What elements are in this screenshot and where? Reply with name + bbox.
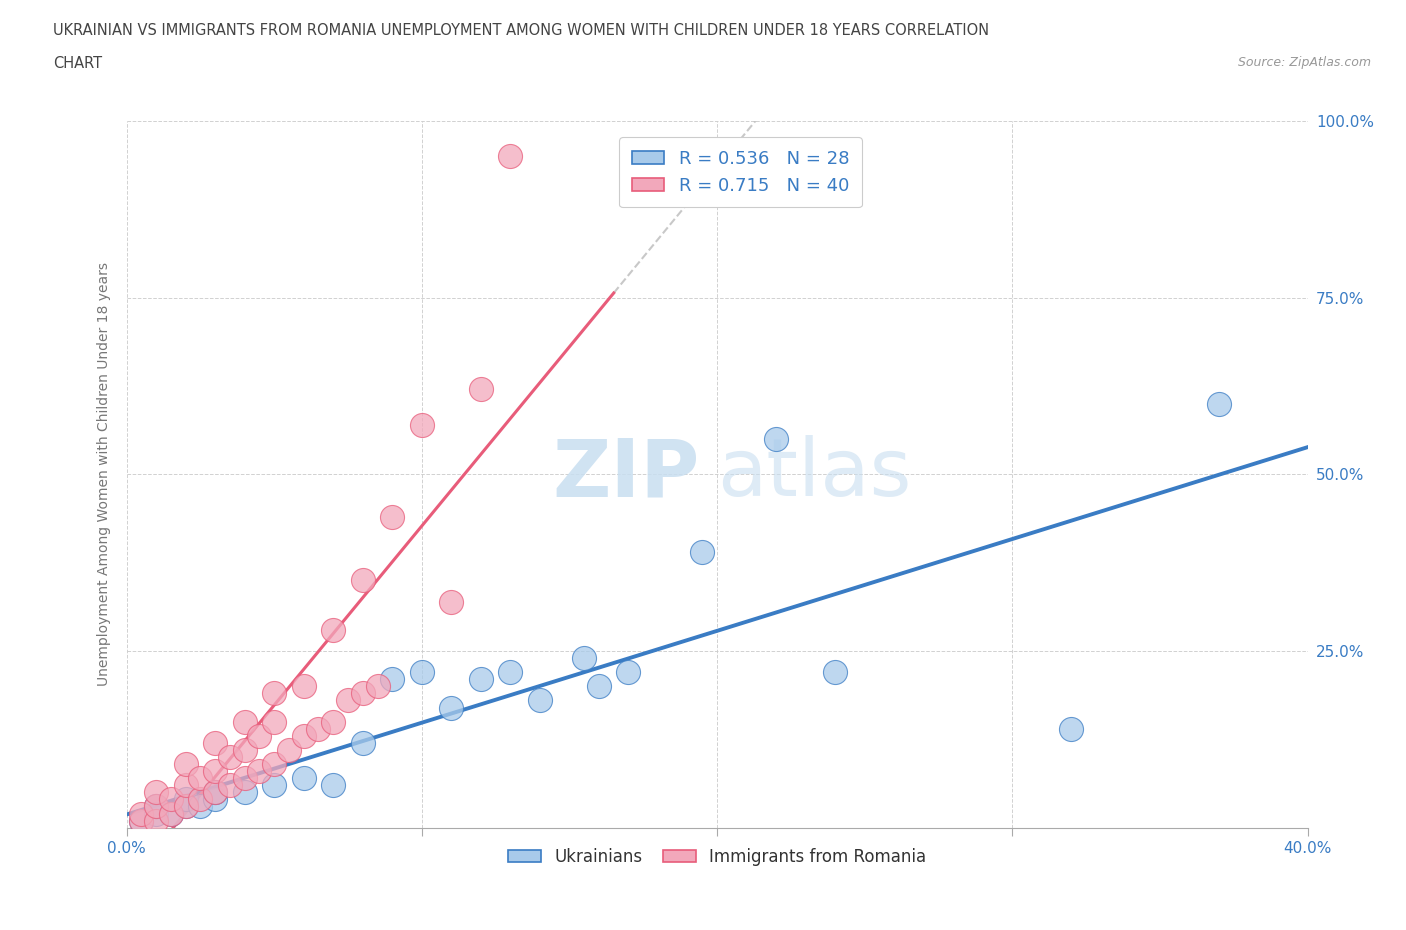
Point	[188, 799, 212, 814]
Point	[160, 806, 183, 821]
Point	[292, 771, 315, 786]
Text: Source: ZipAtlas.com: Source: ZipAtlas.com	[1237, 56, 1371, 69]
Point	[470, 671, 492, 686]
Point	[174, 777, 197, 792]
Point	[322, 777, 344, 792]
Point	[204, 792, 226, 807]
Point	[367, 679, 389, 694]
Point	[765, 432, 787, 446]
Point	[263, 777, 285, 792]
Point	[249, 728, 271, 743]
Point	[160, 792, 183, 807]
Point	[499, 149, 522, 164]
Point	[160, 806, 183, 821]
Text: CHART: CHART	[53, 56, 103, 71]
Point	[278, 742, 301, 757]
Point	[692, 545, 714, 560]
Point	[617, 665, 640, 680]
Point	[263, 757, 285, 772]
Y-axis label: Unemployment Among Women with Children Under 18 years: Unemployment Among Women with Children U…	[97, 262, 111, 686]
Point	[1208, 396, 1230, 411]
Point	[292, 728, 315, 743]
Point	[470, 382, 492, 397]
Point	[249, 764, 271, 778]
Point	[174, 799, 197, 814]
Point	[574, 651, 596, 666]
Point	[145, 813, 167, 828]
Point	[174, 799, 197, 814]
Point	[411, 665, 433, 680]
Point	[824, 665, 846, 680]
Point	[129, 806, 153, 821]
Point	[588, 679, 610, 694]
Point	[322, 622, 344, 637]
Point	[188, 792, 212, 807]
Point	[204, 736, 226, 751]
Point	[352, 686, 374, 701]
Point	[263, 714, 285, 729]
Point	[233, 714, 256, 729]
Point	[1060, 722, 1083, 737]
Point	[337, 693, 360, 708]
Point	[352, 573, 374, 588]
Point	[440, 700, 463, 715]
Point	[233, 771, 256, 786]
Text: UKRAINIAN VS IMMIGRANTS FROM ROMANIA UNEMPLOYMENT AMONG WOMEN WITH CHILDREN UNDE: UKRAINIAN VS IMMIGRANTS FROM ROMANIA UNE…	[53, 23, 990, 38]
Point	[145, 799, 167, 814]
Point	[145, 799, 167, 814]
Point	[381, 510, 404, 525]
Text: atlas: atlas	[717, 435, 911, 513]
Point	[174, 757, 197, 772]
Point	[292, 679, 315, 694]
Point	[204, 785, 226, 800]
Point	[263, 686, 285, 701]
Point	[322, 714, 344, 729]
Point	[204, 764, 226, 778]
Point	[188, 771, 212, 786]
Point	[233, 742, 256, 757]
Point	[204, 785, 226, 800]
Legend: Ukrainians, Immigrants from Romania: Ukrainians, Immigrants from Romania	[501, 841, 934, 872]
Point	[219, 777, 242, 792]
Point	[529, 693, 551, 708]
Point	[145, 806, 167, 821]
Point	[233, 785, 256, 800]
Point	[219, 750, 242, 764]
Point	[129, 813, 153, 828]
Point	[352, 736, 374, 751]
Point	[129, 813, 153, 828]
Point	[411, 418, 433, 432]
Point	[308, 722, 330, 737]
Point	[440, 594, 463, 609]
Point	[174, 792, 197, 807]
Point	[499, 665, 522, 680]
Point	[145, 785, 167, 800]
Text: ZIP: ZIP	[553, 435, 699, 513]
Point	[381, 671, 404, 686]
